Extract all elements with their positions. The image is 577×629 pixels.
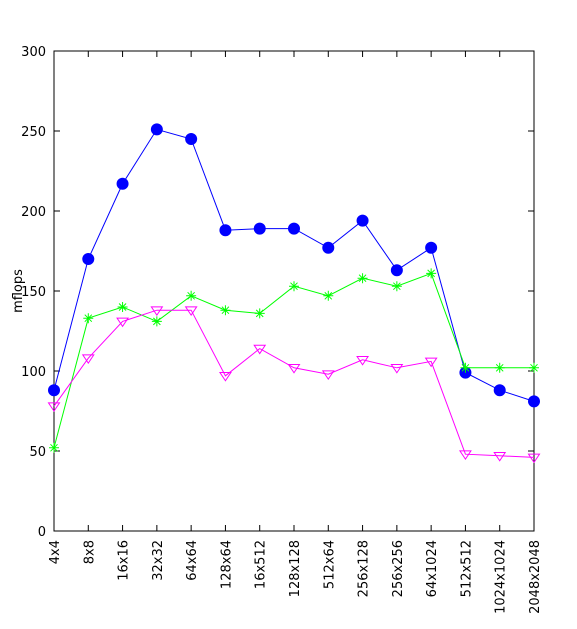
data-point [321,370,335,381]
y-tick-label: 250 [21,125,46,140]
series-layer [47,123,541,464]
data-point [424,357,438,368]
data-point [220,305,231,316]
data-point [116,177,129,190]
data-point [528,395,540,408]
data-point [116,317,130,328]
data-point [83,313,94,324]
x-tick-label: 4x4 [48,540,63,564]
data-point [425,241,438,254]
data-point [390,264,403,277]
x-tick-label: 2048x2048 [528,540,543,614]
data-point [81,354,95,365]
data-point [323,290,334,301]
x-axis: 4x4 8x8 16x16 32x32 64x64 128x64 16x512 128x128… [48,51,543,614]
y-tick-label: 200 [21,205,46,220]
x-tick-label: 8x8 [82,540,97,564]
y-tick-label: 0 [38,525,46,540]
data-point [493,384,506,397]
x-tick-label: 16x512 [254,540,269,589]
series-3 [47,306,541,464]
data-point [356,214,369,227]
x-tick-label: 64x1024 [425,540,440,597]
x-tick-label: 1024x1024 [494,540,509,614]
data-point [150,123,163,136]
data-point [287,364,301,374]
series-line [53,309,535,458]
data-point [289,281,299,292]
data-point [458,450,472,461]
data-point [184,306,198,317]
data-point [493,452,507,462]
x-tick-label: 256x256 [391,540,406,597]
data-point [357,273,368,284]
x-tick-label: 512x512 [459,540,474,597]
x-tick-label: 256x128 [357,540,372,597]
data-point [185,133,198,145]
data-point [186,290,197,301]
data-point [151,316,162,327]
data-point [48,384,60,397]
data-point [47,402,61,413]
y-tick-label: 150 [21,285,46,300]
data-point [253,222,266,235]
y-tick-label: 50 [29,445,46,460]
data-point [253,344,267,355]
data-point [322,241,335,254]
data-point [150,306,164,317]
series-line [53,128,535,402]
data-point [527,453,541,464]
y-tick-label: 100 [21,365,46,380]
data-point [254,308,265,319]
data-point [529,362,539,373]
data-point [390,364,404,374]
data-point [117,302,128,312]
x-tick-label: 32x32 [151,540,166,581]
y-axis-label: mflops [11,269,26,313]
data-point [219,224,232,237]
data-point [460,362,471,373]
data-point [426,268,437,279]
data-point [356,356,370,366]
data-point [494,362,505,373]
data-point [82,253,95,265]
series-2 [49,268,539,453]
data-point [218,372,232,382]
x-tick-label: 128x64 [219,540,234,589]
x-tick-label: 128x128 [288,540,303,597]
y-axis: 0 50 100 150 200 250 300 [21,45,534,540]
data-point [391,281,402,292]
x-tick-label: 16x16 [117,540,132,581]
data-point [49,442,59,453]
x-tick-label: 512x64 [322,540,337,589]
x-tick-label: 64x64 [185,540,200,581]
y-tick-label: 300 [21,45,46,60]
data-point [288,222,300,235]
